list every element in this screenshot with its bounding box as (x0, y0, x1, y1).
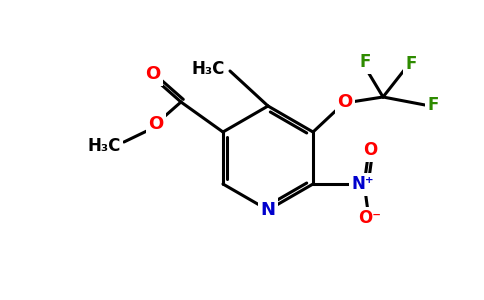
Text: F: F (427, 96, 439, 114)
Text: O: O (337, 93, 353, 111)
Text: N⁺: N⁺ (352, 175, 374, 193)
Text: O: O (148, 115, 164, 133)
Text: O: O (363, 141, 377, 159)
Text: F: F (405, 55, 417, 73)
Text: H₃C: H₃C (87, 137, 121, 155)
Text: H₃C: H₃C (191, 60, 225, 78)
Text: O: O (145, 65, 161, 83)
Text: O⁻: O⁻ (359, 209, 381, 227)
Text: F: F (359, 53, 371, 71)
Text: N: N (260, 201, 275, 219)
